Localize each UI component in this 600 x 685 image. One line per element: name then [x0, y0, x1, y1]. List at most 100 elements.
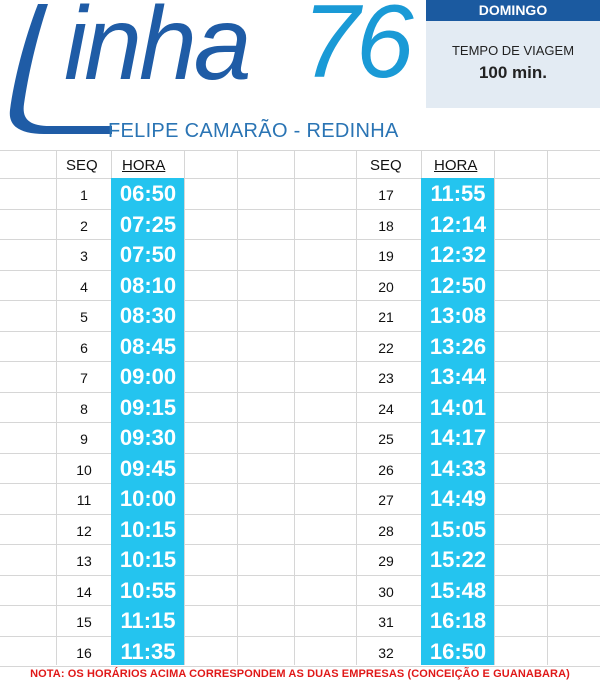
seq-cell: 3	[80, 248, 88, 264]
departure-time: 13:26	[429, 333, 487, 359]
seq-cell: 13	[76, 553, 92, 569]
grid-hline	[0, 361, 600, 362]
grid-hline	[0, 666, 600, 667]
seq-cell: 24	[378, 400, 394, 417]
seq-cell: 8	[80, 400, 88, 417]
departure-time: 15:05	[429, 516, 487, 542]
seq-cell: 17	[378, 187, 394, 203]
grid-hline	[0, 300, 600, 301]
departure-time: 14:33	[429, 455, 487, 481]
departure-time: 09:00	[119, 364, 177, 389]
departure-time: 10:00	[119, 486, 177, 511]
departure-time: 16:18	[429, 608, 487, 633]
seq-cell: 32	[378, 644, 394, 661]
seq-cell: 15	[76, 614, 92, 630]
departure-time: 11:55	[430, 181, 486, 206]
departure-time: 11:15	[120, 608, 176, 633]
seq-cell: 26	[378, 461, 394, 478]
grid-hline	[0, 178, 600, 179]
seq-cell: 31	[378, 614, 394, 630]
departure-time: 12:32	[429, 242, 487, 267]
departure-time: 13:44	[429, 364, 487, 389]
departure-time: 09:30	[119, 425, 177, 450]
grid-hline	[0, 269, 600, 271]
seq-cell: 22	[378, 339, 394, 356]
grid-vline	[294, 150, 295, 665]
seq-cell: 28	[378, 522, 394, 539]
departure-time: 10:55	[119, 577, 177, 603]
departure-time: 13:08	[429, 303, 487, 328]
seq-cell: 2	[80, 217, 88, 234]
seq-cell: 1	[80, 187, 88, 203]
footer-note: NOTA: OS HORÁRIOS ACIMA CORRESPONDEM AS …	[30, 668, 570, 680]
schedule-grid	[0, 150, 600, 667]
seq-cell: 9	[80, 431, 88, 447]
route-name: FELIPE CAMARÃO - REDINHA	[108, 120, 399, 142]
seq-cell: 20	[378, 278, 394, 295]
departure-time: 07:25	[119, 211, 177, 237]
departure-time: 10:15	[119, 516, 177, 542]
seq-cell: 14	[76, 583, 92, 600]
grid-vline	[494, 150, 495, 665]
departure-time: 14:49	[429, 486, 487, 511]
grid-hline	[0, 150, 600, 151]
departure-time: 12:14	[429, 211, 487, 237]
seq-cell: 10	[76, 461, 92, 478]
logo-number: 76	[302, 0, 414, 100]
seq-cell: 6	[80, 339, 88, 356]
seq-cell: 7	[80, 370, 88, 386]
seq-cell: 18	[378, 217, 394, 234]
seq-cell: 4	[80, 278, 88, 295]
grid-vline	[547, 150, 548, 665]
seq-cell: 19	[378, 248, 394, 264]
departure-time: 08:45	[119, 333, 177, 359]
grid-hline	[0, 635, 600, 637]
grid-hline	[0, 483, 600, 484]
departure-time: 15:48	[429, 577, 487, 603]
departure-time: 10:15	[119, 547, 177, 572]
left-time-column-bg	[111, 178, 184, 665]
departure-time: 14:17	[429, 425, 487, 450]
grid-hline	[0, 208, 600, 210]
seq-cell: 30	[378, 583, 394, 600]
departure-time: 07:50	[119, 242, 177, 267]
grid-vline	[184, 150, 185, 665]
grid-hline	[0, 574, 600, 576]
seq-cell: 29	[378, 553, 394, 569]
travel-time-label: TEMPO DE VIAGEM	[451, 43, 575, 58]
right-time-column-bg	[421, 178, 494, 665]
left-seq-header: SEQ	[66, 157, 98, 174]
info-box: DOMINGO TEMPO DE VIAGEM 100 min.	[426, 0, 600, 108]
seq-cell: 25	[378, 431, 394, 447]
grid-hline	[0, 330, 600, 332]
grid-hline	[0, 544, 600, 545]
left-hora-header: HORA	[122, 157, 166, 174]
grid-hline	[0, 239, 600, 240]
departure-time: 09:15	[119, 394, 177, 420]
logo-l-shape	[9, 4, 112, 134]
logo-word: inha	[64, 0, 252, 102]
departure-time: 16:50	[429, 638, 487, 664]
travel-time-value: 100 min.	[478, 63, 548, 82]
departure-time: 06:50	[119, 181, 177, 206]
seq-cell: 11	[76, 492, 92, 508]
departure-time: 08:10	[119, 272, 177, 298]
departure-time: 15:22	[429, 547, 487, 572]
seq-cell: 23	[378, 370, 394, 386]
departure-time: 08:30	[119, 303, 177, 328]
seq-cell: 12	[76, 522, 92, 539]
grid-vline	[356, 150, 357, 665]
grid-vline	[56, 150, 57, 665]
right-seq-header: SEQ	[370, 157, 402, 174]
grid-hline	[0, 452, 600, 454]
grid-hline	[0, 422, 600, 423]
grid-hline	[0, 513, 600, 515]
day-label: DOMINGO	[426, 0, 600, 21]
departure-time: 11:35	[120, 638, 176, 664]
departure-time: 14:01	[429, 394, 487, 420]
right-hora-header: HORA	[434, 157, 478, 174]
grid-hline	[0, 391, 600, 393]
seq-cell: 21	[378, 309, 394, 325]
seq-cell: 16	[76, 644, 92, 661]
seq-cell: 5	[80, 309, 88, 325]
